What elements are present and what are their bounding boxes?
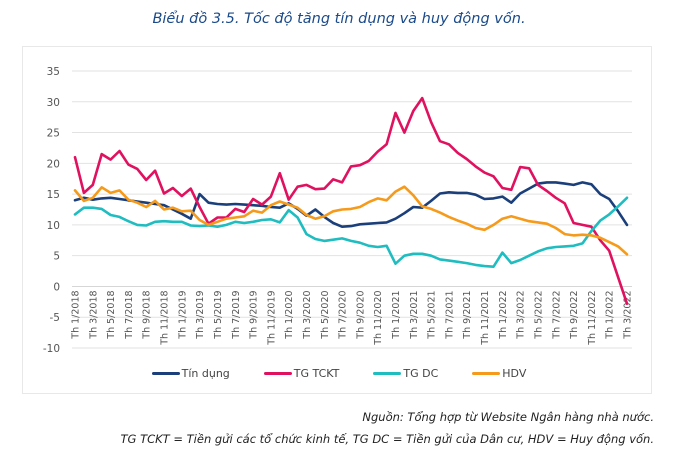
x-tick-label: Th 1/2021 [391,290,402,339]
x-tick-label: Th 5/2018 [106,290,117,339]
series-lines [73,96,629,306]
x-tick-label: Th 7/2021 [444,290,455,339]
y-tick-label: 30 [47,97,60,109]
series-line-tg-dc [73,196,629,269]
x-tick-label: Th 11/2022 [587,290,598,345]
abbreviation-note: TG TCKT = Tiền gửi các tổ chức kinh tế, … [120,432,654,446]
legend-item: HDV [472,367,526,380]
legend-swatch [373,372,402,375]
x-tick-label: Th 3/2019 [195,290,206,339]
legend-swatch [472,372,501,375]
x-tick-label: Th 9/2022 [569,290,580,339]
x-tick-label: Th 7/2022 [551,290,562,339]
y-axis-ticks: 35 30 25 20 15 10 5 0 -5 -10 [43,66,60,355]
legend-label: Tín dụng [181,367,230,380]
x-tick-label: Th 5/2021 [427,290,438,339]
series-line-tg-tckt [73,96,629,306]
x-tick-label: Th 3/2020 [302,290,313,339]
x-axis-ticks: Th 1/2018 Th 3/2018 Th 5/2018 Th 7/2018 Th 9… [71,290,634,345]
legend-swatch [263,372,292,375]
x-tick-label: Th 11/2018 [160,290,171,345]
x-tick-label: Th 3/2022 [623,290,634,339]
y-tick-label: 10 [47,220,60,232]
y-tick-label: 15 [47,189,60,201]
x-tick-label: Th 1/2019 [177,290,188,339]
x-tick-label: Th 9/2021 [462,290,473,339]
x-tick-label: Th 3/2021 [409,290,420,339]
x-tick-label: Th 7/2020 [338,290,349,339]
y-tick-label: 5 [53,251,60,263]
x-tick-label: Th 7/2018 [124,290,135,339]
x-tick-label: Th 5/2019 [213,290,224,339]
y-tick-label: 25 [47,128,60,140]
x-tick-label: Th 3/2022 [516,290,527,339]
x-tick-label: Th 11/2021 [480,290,491,345]
x-tick-label: Th 1/2020 [284,290,295,339]
x-tick-label: Th 1/2018 [71,290,82,339]
x-tick-label: Th 5/2022 [533,290,544,339]
series-line-hdv [73,185,629,256]
x-tick-label: Th 11/2020 [373,290,384,345]
x-tick-label: Th 7/2019 [231,290,242,339]
legend-item: Tín dụng [151,367,230,380]
chart-frame [22,46,652,394]
y-tick-label: 0 [53,281,60,293]
x-tick-label: Th 11/2019 [266,290,277,345]
x-tick-label: Th 9/2019 [249,290,260,339]
chart-title: Biểu đồ 3.5. Tốc độ tăng tín dụng và huy… [152,11,526,27]
x-tick-label: Th 9/2018 [142,290,153,339]
x-tick-label: Th 1/2022 [498,290,509,339]
y-tick-label: -5 [50,312,60,324]
legend: Tín dụng TG TCKT TG DC HDV [0,367,678,380]
x-tick-label: Th 3/2018 [88,290,99,339]
x-tick-label: Th 1/2022 [605,290,616,339]
legend-item: TG TCKT [263,367,340,380]
source-note: Nguồn: Tổng hợp từ Website Ngân hàng nhà… [362,410,654,424]
legend-label: TG DC [403,367,439,380]
x-tick-label: Th 5/2020 [320,290,331,339]
y-tick-label: 20 [47,158,60,170]
y-tick-label: 35 [47,66,60,78]
legend-swatch [151,372,180,375]
y-tick-label: -10 [43,343,60,355]
series-line-tín-dụng [73,181,629,228]
legend-label: HDV [502,367,527,380]
x-tick-label: Th 9/2020 [355,290,366,339]
legend-label: TG TCKT [293,367,340,380]
legend-item: TG DC [373,367,438,380]
